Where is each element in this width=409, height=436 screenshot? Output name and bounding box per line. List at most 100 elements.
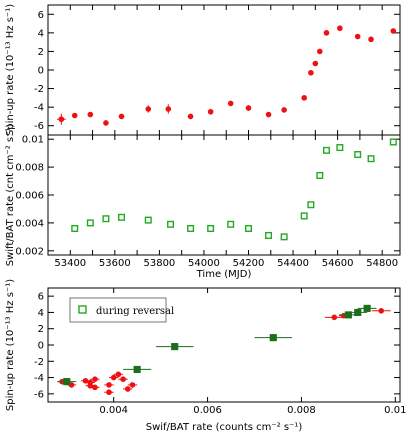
data-point [322,146,330,154]
data-point [207,108,214,115]
data-point [245,224,253,232]
panel-spin-up-time-axes: -6 -4 -2 0 2 4 6 [34,5,400,135]
panel-spin-up-vs-rate: Spin-up rate (10⁻¹³ Hz s⁻¹) Swif/BAT rat… [5,279,406,433]
x-tick-label: 0.008 [287,405,316,416]
legend-marker [78,305,87,314]
y-tick-label: 0.008 [15,163,44,174]
data-point [323,30,330,36]
y-tick-label: 2 [38,324,44,335]
y-tick-label: 0.006 [15,191,44,202]
data-point [171,343,179,351]
data-point [337,25,343,32]
panel-spin-up-vs-rate-axes: -6 -4 -2 0 2 4 6 0.004 0.006 0.008 0.01 [34,288,406,416]
data-point [227,220,235,228]
y-tick-label: 0.01 [22,135,44,146]
x-tick-label: 53600 [99,258,131,269]
x-tick-label: 53800 [143,258,175,269]
data-point [368,36,374,43]
panel-bat-rate-time-ylabel: Swift/BAT rate (cnt cm⁻² s⁻¹) [5,124,16,267]
legend: during reversal [69,297,174,323]
data-point [102,215,110,223]
data-point [165,106,172,112]
panel-bat-rate-time-series [71,138,397,241]
data-point [227,100,234,107]
data-point [363,304,371,312]
data-point [316,48,323,55]
y-tick-label: 4 [38,308,44,319]
data-point [245,105,252,111]
x-tick-label: 0.006 [193,405,222,416]
data-point [103,120,109,126]
data-point [86,219,94,227]
y-tick-label: 0.002 [15,246,44,257]
data-point [331,314,338,321]
data-point [71,112,78,119]
panel-bat-rate-time-axes: 0.002 0.004 0.006 0.008 0.01 53400 53600 53800 5… [15,135,400,269]
data-point [280,233,288,241]
data-point [92,384,98,391]
y-tick-label: -2 [34,357,44,368]
panel-spin-up-time-series [56,25,397,126]
data-point [133,365,141,373]
data-point [354,33,361,40]
panel-spin-up-time: Spin-up rate (10⁻¹³ Hz s⁻¹) -6 -4 -2 0 2 4 6 [5,4,401,136]
data-point [71,224,79,232]
y-tick-label: -4 [34,103,44,114]
y-tick-label: 2 [38,47,44,58]
legend-label: during reversal [96,306,174,317]
data-point [301,95,308,101]
y-tick-label: -2 [34,84,44,95]
data-point [115,371,122,378]
data-point [145,106,152,112]
y-tick-label: 0 [38,341,44,352]
data-point [129,382,136,388]
data-point [207,224,215,232]
panel-bat-rate-time-frame [47,134,401,256]
data-point [390,28,397,34]
data-point [378,308,385,314]
x-tick-label: 54000 [188,258,220,269]
data-point [316,171,324,179]
data-point [167,220,175,228]
x-tick-label: 0.01 [384,405,406,416]
data-point [110,374,117,381]
x-tick-label: 54400 [277,258,309,269]
data-point [265,231,273,239]
x-tick-label: 0.004 [99,405,128,416]
y-tick-label: 4 [38,28,44,39]
data-point [281,107,287,113]
data-point [63,378,71,386]
x-tick-label: 54600 [322,258,354,269]
y-tick-label: 0 [38,66,44,77]
data-point [336,144,344,152]
data-point [187,224,195,232]
y-tick-label: -6 [34,389,44,400]
data-point [354,308,362,316]
data-point [312,60,319,67]
y-tick-label: 6 [38,10,44,21]
data-point [87,111,94,118]
data-point [106,389,112,396]
data-point [367,155,375,163]
data-point [124,386,131,392]
data-point [106,382,112,388]
y-tick-label: 0.004 [15,218,44,229]
y-tick-label: -6 [34,121,44,132]
data-point [389,138,397,146]
data-point [120,376,126,383]
data-point [92,376,98,383]
data-point [58,116,65,123]
data-point [269,334,277,342]
data-point [118,213,126,221]
panel-bat-rate-time: Swift/BAT rate (cnt cm⁻² s⁻¹) Time (MJD)… [5,124,401,280]
x-tick-label: 54800 [366,258,398,269]
data-point [300,212,308,220]
data-point [307,201,315,209]
data-point [187,113,194,120]
y-tick-label: -4 [34,373,44,384]
panel-spin-up-vs-rate-ylabel: Spin-up rate (10⁻¹³ Hz s⁻¹) [5,279,16,411]
y-tick-label: 6 [38,292,44,303]
panel-bat-rate-time-xlabel: Time (MJD) [196,269,252,280]
x-tick-label: 53400 [54,258,86,269]
